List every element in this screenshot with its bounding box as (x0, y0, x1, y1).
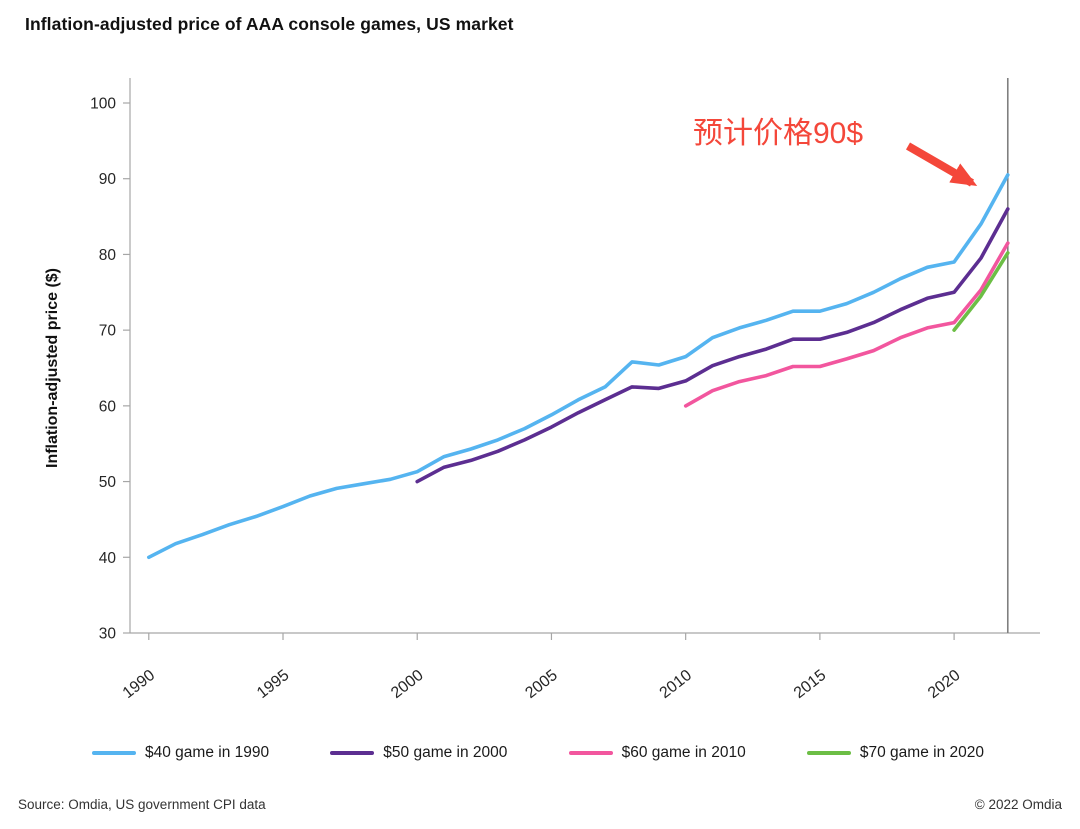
legend-label: $70 game in 2020 (859, 744, 984, 761)
source-text: Source: Omdia, US government CPI data (18, 797, 266, 812)
y-tick-label: 50 (99, 474, 117, 491)
page-title: Inflation-adjusted price of AAA console … (25, 14, 514, 34)
series-line-3 (952, 251, 1010, 332)
x-tick-label: 2005 (522, 667, 561, 702)
y-tick-label: 90 (99, 171, 117, 188)
legend-swatch-blue (92, 751, 136, 755)
series-line-0 (147, 173, 1010, 560)
legend-item-50-2000: $50 game in 2000 (330, 744, 507, 762)
legend-label: $50 game in 2000 (383, 744, 508, 761)
series-line-2 (683, 241, 1010, 408)
legend-swatch-green (806, 751, 851, 755)
legend-label: $60 game in 2010 (621, 744, 746, 761)
y-tick-label: 30 (99, 626, 117, 643)
x-tick-label: 1990 (120, 667, 159, 702)
y-tick-label: 100 (90, 96, 116, 113)
y-axis-label: Inflation-adjusted price ($) (44, 268, 61, 468)
y-tick-label: 40 (99, 550, 117, 567)
series-line-1 (415, 207, 1010, 484)
x-tick-label: 2010 (657, 667, 696, 702)
legend-item-40-1990: $40 game in 1990 (92, 744, 269, 762)
legend-item-70-2020: $70 game in 2020 (806, 744, 984, 762)
chart-legend: $40 game in 1990 $50 game in 2000 $60 ga… (92, 744, 984, 762)
x-tick-label: 2000 (388, 667, 427, 702)
legend-swatch-purple (330, 751, 375, 755)
x-tick-label: 2020 (925, 667, 964, 702)
x-tick-label: 2015 (791, 667, 830, 702)
legend-swatch-pink (568, 751, 613, 755)
y-tick-label: 70 (99, 323, 117, 340)
legend-item-60-2010: $60 game in 2010 (568, 744, 746, 762)
y-tick-label: 80 (99, 247, 117, 264)
annotation-text: 预计价格90$ (693, 117, 864, 150)
y-tick-label: 60 (99, 398, 117, 415)
copyright-text: © 2022 Omdia (974, 797, 1062, 812)
legend-label: $40 game in 1990 (145, 744, 270, 761)
annotation-arrow (905, 142, 978, 187)
x-tick-label: 1995 (254, 667, 293, 702)
